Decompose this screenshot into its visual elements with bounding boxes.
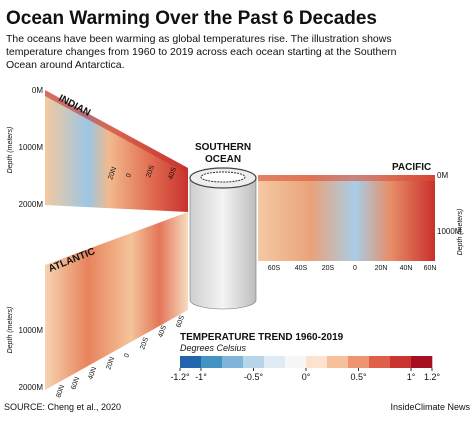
latitude-label: 40N [87,366,98,380]
color-bar [180,356,433,368]
southern-cylinder [189,177,257,310]
latitude-label: 60N [424,265,437,272]
color-swatch [390,356,412,368]
title: Ocean Warming Over the Past 6 Decades [6,8,377,29]
panel-label: SOUTHERN [195,142,251,153]
legend-title: TEMPERATURE TREND 1960-2019 [180,332,344,343]
latitude-label: 60N [70,376,81,390]
subtitle-line: temperature changes from 1960 to 2019 ac… [6,46,397,58]
latitude-label: 20N [375,265,388,272]
atlantic-section [45,212,188,390]
atlantic-latitudes: 80N 60N 40N 20N 0 20S 40S 60S [55,314,186,398]
latitude-label: 0 [353,265,357,272]
surface-band [45,90,188,174]
tick-label: 0.5° [350,372,367,382]
pacific-latitudes: 60S 40S 20S 0 20N 40N 60N [268,265,437,272]
depth-axis-label: Depth (meters) [7,127,14,174]
latitude-label: 20N [107,166,118,180]
subtitle-line: Ocean around Antarctica. [6,59,125,71]
subtitle-line: The oceans have been warming as global t… [6,33,392,45]
color-swatch [327,356,349,368]
latitude-label: 40S [295,265,308,272]
color-swatch [369,356,391,368]
color-swatch [285,356,307,368]
tick-label: 1° [407,372,416,382]
depth-label: 0M [32,86,43,95]
latitude-label: 40S [157,324,168,338]
depth-label: 1000M [19,326,44,335]
color-swatch [243,356,265,368]
depth-label: 0M [437,171,448,180]
depth-label: 1000M [19,143,44,152]
color-swatch [348,356,370,368]
panel-label: PACIFIC [392,162,431,173]
source: SOURCE: Cheng et al., 2020 [4,402,121,412]
tick-label: -1° [195,372,207,382]
latitude-label: 80N [55,384,66,398]
tick-label: -1.2° [170,372,190,382]
pacific-section [258,175,435,261]
latitude-label: 20S [322,265,335,272]
latitude-label: 20S [139,336,150,350]
depth-label: 1000M [437,227,462,236]
latitude-label: 60S [175,314,186,328]
color-swatch [264,356,286,368]
latitude-label: 20N [105,356,116,370]
legend-ticks: -1.2° -1° -0.5° 0° 0.5° 1° 1.2° [170,368,440,382]
color-swatch [222,356,244,368]
color-swatch [306,356,328,368]
color-swatch [201,356,223,368]
tick-label: 0° [302,372,311,382]
indian-section [45,90,188,212]
surface-band [258,175,435,181]
tick-label: -0.5° [244,372,264,382]
depth-axis-label: Depth (meters) [457,209,464,256]
latitude-label: 60S [268,265,281,272]
antarctica [200,171,246,183]
depth-label: 2000M [19,383,44,392]
latitude-label: 0 [125,173,133,179]
panel-label: OCEAN [205,154,241,165]
depth-label: 2000M [19,200,44,209]
latitude-label: 0 [123,353,131,359]
color-swatch [180,356,202,368]
depth-axis-label: Depth (meters) [7,307,14,354]
latitude-label: 40N [400,265,413,272]
credit: InsideClimate News [390,402,470,412]
latitude-label: 40S [167,166,178,180]
legend-subtitle: Degrees Celsius [180,343,247,353]
color-swatch [411,356,433,368]
latitude-label: 20S [145,164,156,178]
tick-label: 1.2° [424,372,441,382]
